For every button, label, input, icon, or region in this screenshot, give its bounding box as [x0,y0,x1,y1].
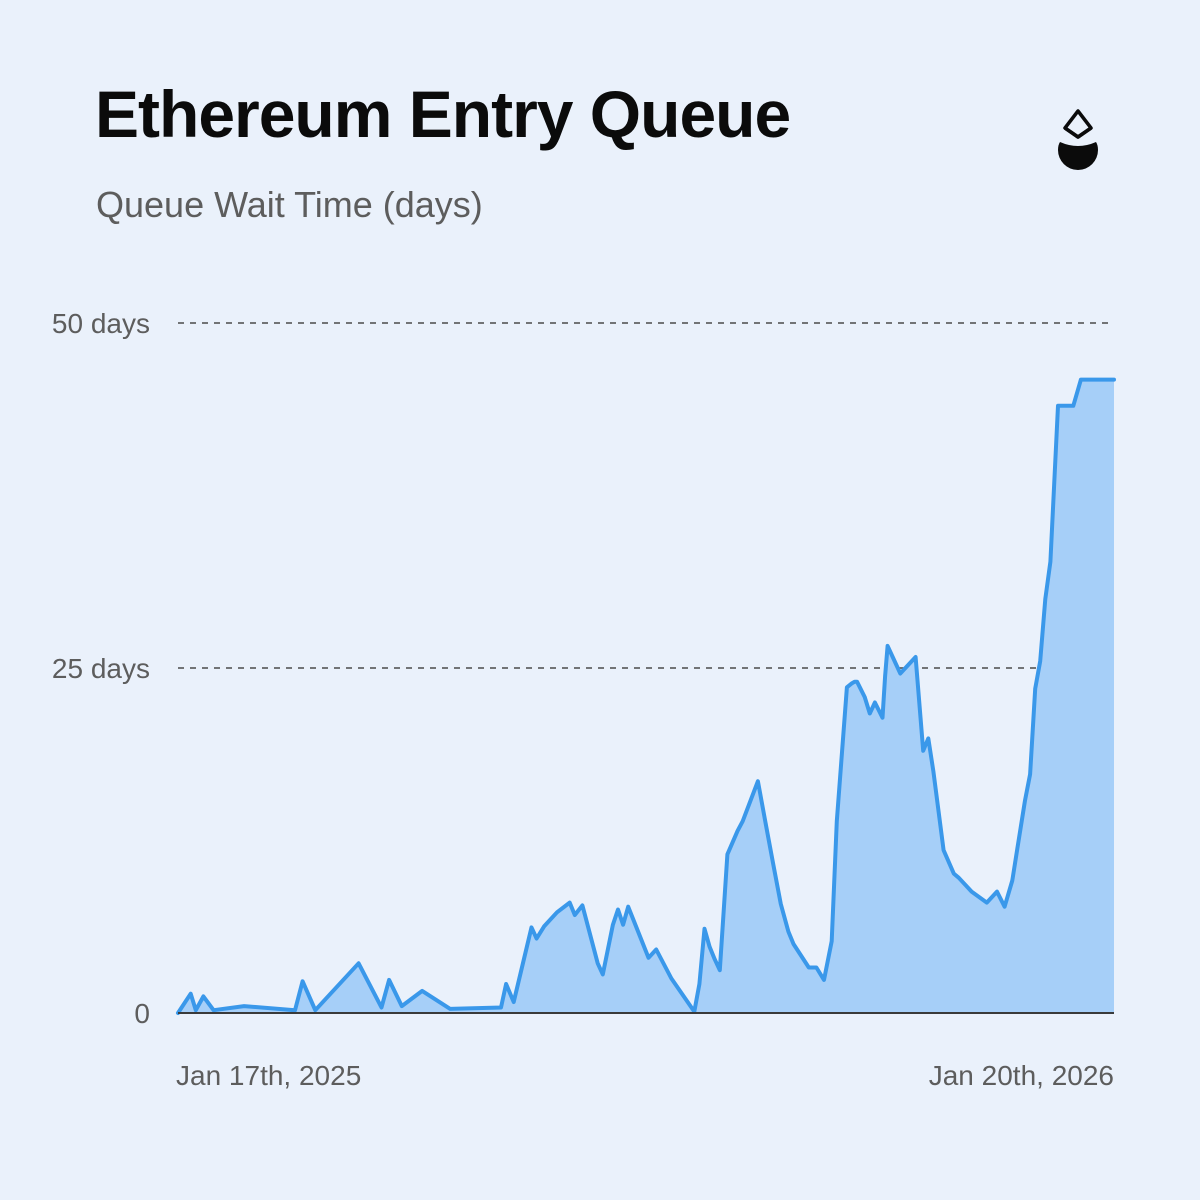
queue-area-fill [178,379,1114,1014]
y-tick-label: 25 days [52,653,150,684]
y-tick-label: 50 days [52,308,150,339]
droplet-ethereum-icon [1058,109,1098,170]
chart-title: Ethereum Entry Queue [95,77,791,151]
x-tick-label-start: Jan 17th, 2025 [176,1060,361,1091]
x-tick-label-end: Jan 20th, 2026 [929,1060,1114,1091]
y-tick-label: 0 [134,998,150,1029]
queue-wait-line [176,377,1116,1015]
chart-subtitle: Queue Wait Time (days) [96,184,483,225]
